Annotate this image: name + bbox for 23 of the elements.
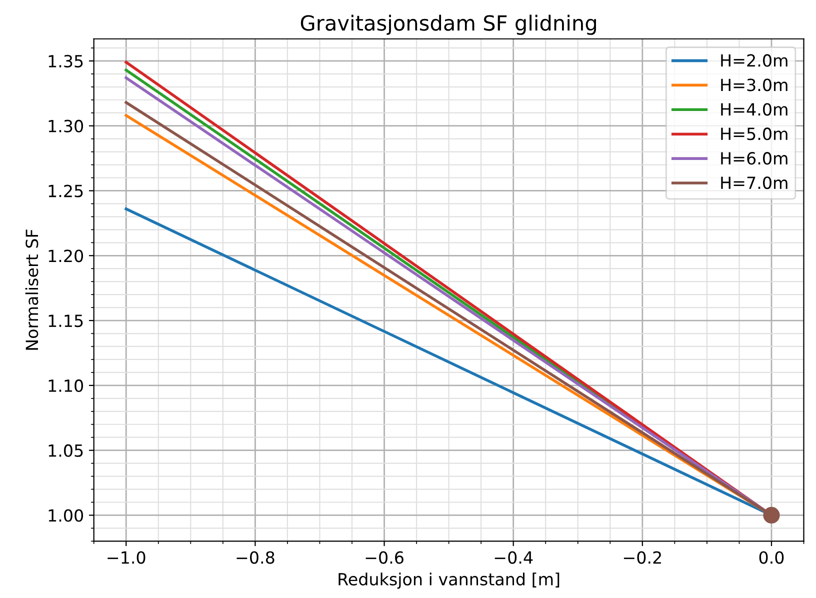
chart-title: Gravitasjonsdam SF glidning <box>300 14 596 35</box>
x-tick-label: −0.4 <box>494 551 533 564</box>
y-tick-label: 1.35 <box>48 54 83 68</box>
x-tick-label: −0.6 <box>366 551 404 564</box>
y-tick-label: 1.20 <box>48 250 84 262</box>
y-tick-label: 1.15 <box>48 314 83 328</box>
x-tick-label: 0.0 <box>759 551 784 564</box>
legend-label: H=5.0m <box>721 128 788 140</box>
legend-label: H=2.0m <box>721 54 788 67</box>
x-tick-label: −0.8 <box>236 551 274 564</box>
y-tick-label: 1.25 <box>48 184 83 198</box>
x-tick-label: −1.0 <box>108 551 146 564</box>
legend-label: H=4.0m <box>721 103 788 116</box>
y-tick-label: 1.30 <box>48 120 84 132</box>
y-tick-label: 1.10 <box>48 379 84 392</box>
x-axis-title: Reduksjon i vannstand [m] <box>338 572 560 589</box>
y-tick-label: 1.00 <box>48 509 84 522</box>
legend-label: H=6.0m <box>721 152 788 165</box>
legend-label: H=7.0m <box>721 176 788 190</box>
y-axis-title: Normalisert SF <box>25 230 38 350</box>
y-tick-label: 1.05 <box>48 444 83 457</box>
x-tick-label: −0.2 <box>624 551 661 564</box>
legend-label: H=3.0m <box>721 78 788 92</box>
